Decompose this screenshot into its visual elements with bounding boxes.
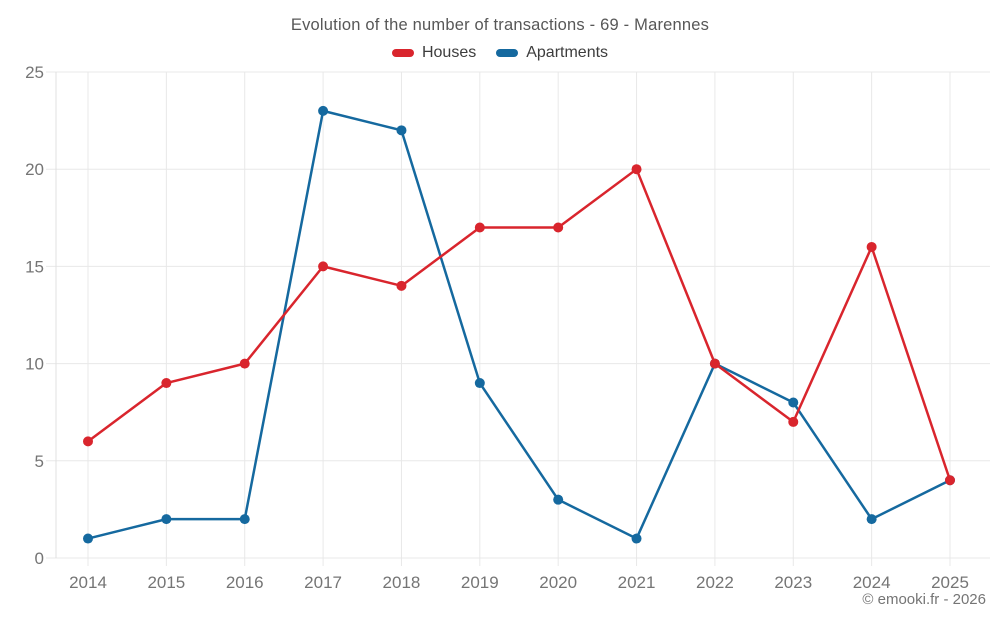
y-tick-label: 10 [25, 355, 44, 374]
data-point-houses-2021[interactable] [631, 164, 642, 175]
legend-label: Apartments [526, 44, 609, 61]
data-point-apartments-2018[interactable] [396, 125, 407, 136]
y-tick-label: 25 [25, 63, 44, 82]
x-tick-label: 2023 [774, 573, 812, 592]
data-point-houses-2014[interactable] [83, 436, 93, 447]
x-tick-label: 2014 [69, 573, 107, 592]
y-tick-label: 15 [25, 257, 44, 276]
x-tick-label: 2022 [696, 573, 734, 592]
chart-legend: Houses Apartments [0, 44, 1000, 62]
data-point-apartments-2024[interactable] [866, 514, 877, 525]
x-tick-label: 2016 [226, 573, 264, 592]
data-point-apartments-2015[interactable] [161, 514, 172, 525]
data-point-apartments-2017[interactable] [318, 105, 329, 116]
data-point-houses-2024[interactable] [866, 241, 877, 252]
x-tick-label: 2018 [383, 573, 421, 592]
data-point-apartments-2019[interactable] [474, 378, 485, 389]
data-point-houses-2016[interactable] [239, 358, 250, 369]
data-point-apartments-2023[interactable] [788, 397, 799, 408]
data-point-houses-2020[interactable] [553, 222, 564, 233]
data-point-houses-2023[interactable] [788, 416, 799, 427]
legend-item-apartments[interactable]: Apartments [496, 44, 608, 62]
legend-swatch-houses [391, 49, 414, 57]
chart-title: Evolution of the number of transactions … [290, 16, 710, 34]
x-tick-label: 2015 [147, 573, 185, 592]
legend-item-houses[interactable]: Houses [391, 44, 477, 62]
x-tick-label: 2025 [931, 573, 969, 592]
y-tick-label: 20 [25, 160, 44, 179]
data-point-houses-2019[interactable] [474, 222, 485, 233]
y-tick-label: 0 [35, 549, 44, 568]
series-line-houses [86, 167, 952, 482]
data-point-apartments-2016[interactable] [239, 514, 250, 525]
series-line-apartments [86, 109, 952, 540]
data-point-apartments-2014[interactable] [83, 533, 93, 544]
data-point-apartments-2020[interactable] [553, 494, 564, 505]
legend-swatch-apartments [496, 49, 519, 57]
data-point-houses-2025[interactable] [945, 475, 955, 486]
data-point-houses-2022[interactable] [709, 358, 720, 369]
x-tick-label: 2021 [618, 573, 656, 592]
data-point-houses-2017[interactable] [318, 261, 329, 272]
x-tick-label: 2024 [853, 573, 891, 592]
x-tick-label: 2017 [304, 573, 342, 592]
data-point-houses-2015[interactable] [161, 378, 172, 389]
x-tick-label: 2019 [461, 573, 499, 592]
legend-label: Houses [421, 44, 477, 61]
x-tick-label: 2020 [539, 573, 577, 592]
copyright-footer: © emooki.fr - 2026 [862, 591, 986, 608]
data-point-houses-2018[interactable] [396, 280, 407, 291]
y-tick-label: 5 [35, 452, 44, 471]
data-point-apartments-2021[interactable] [631, 533, 642, 544]
